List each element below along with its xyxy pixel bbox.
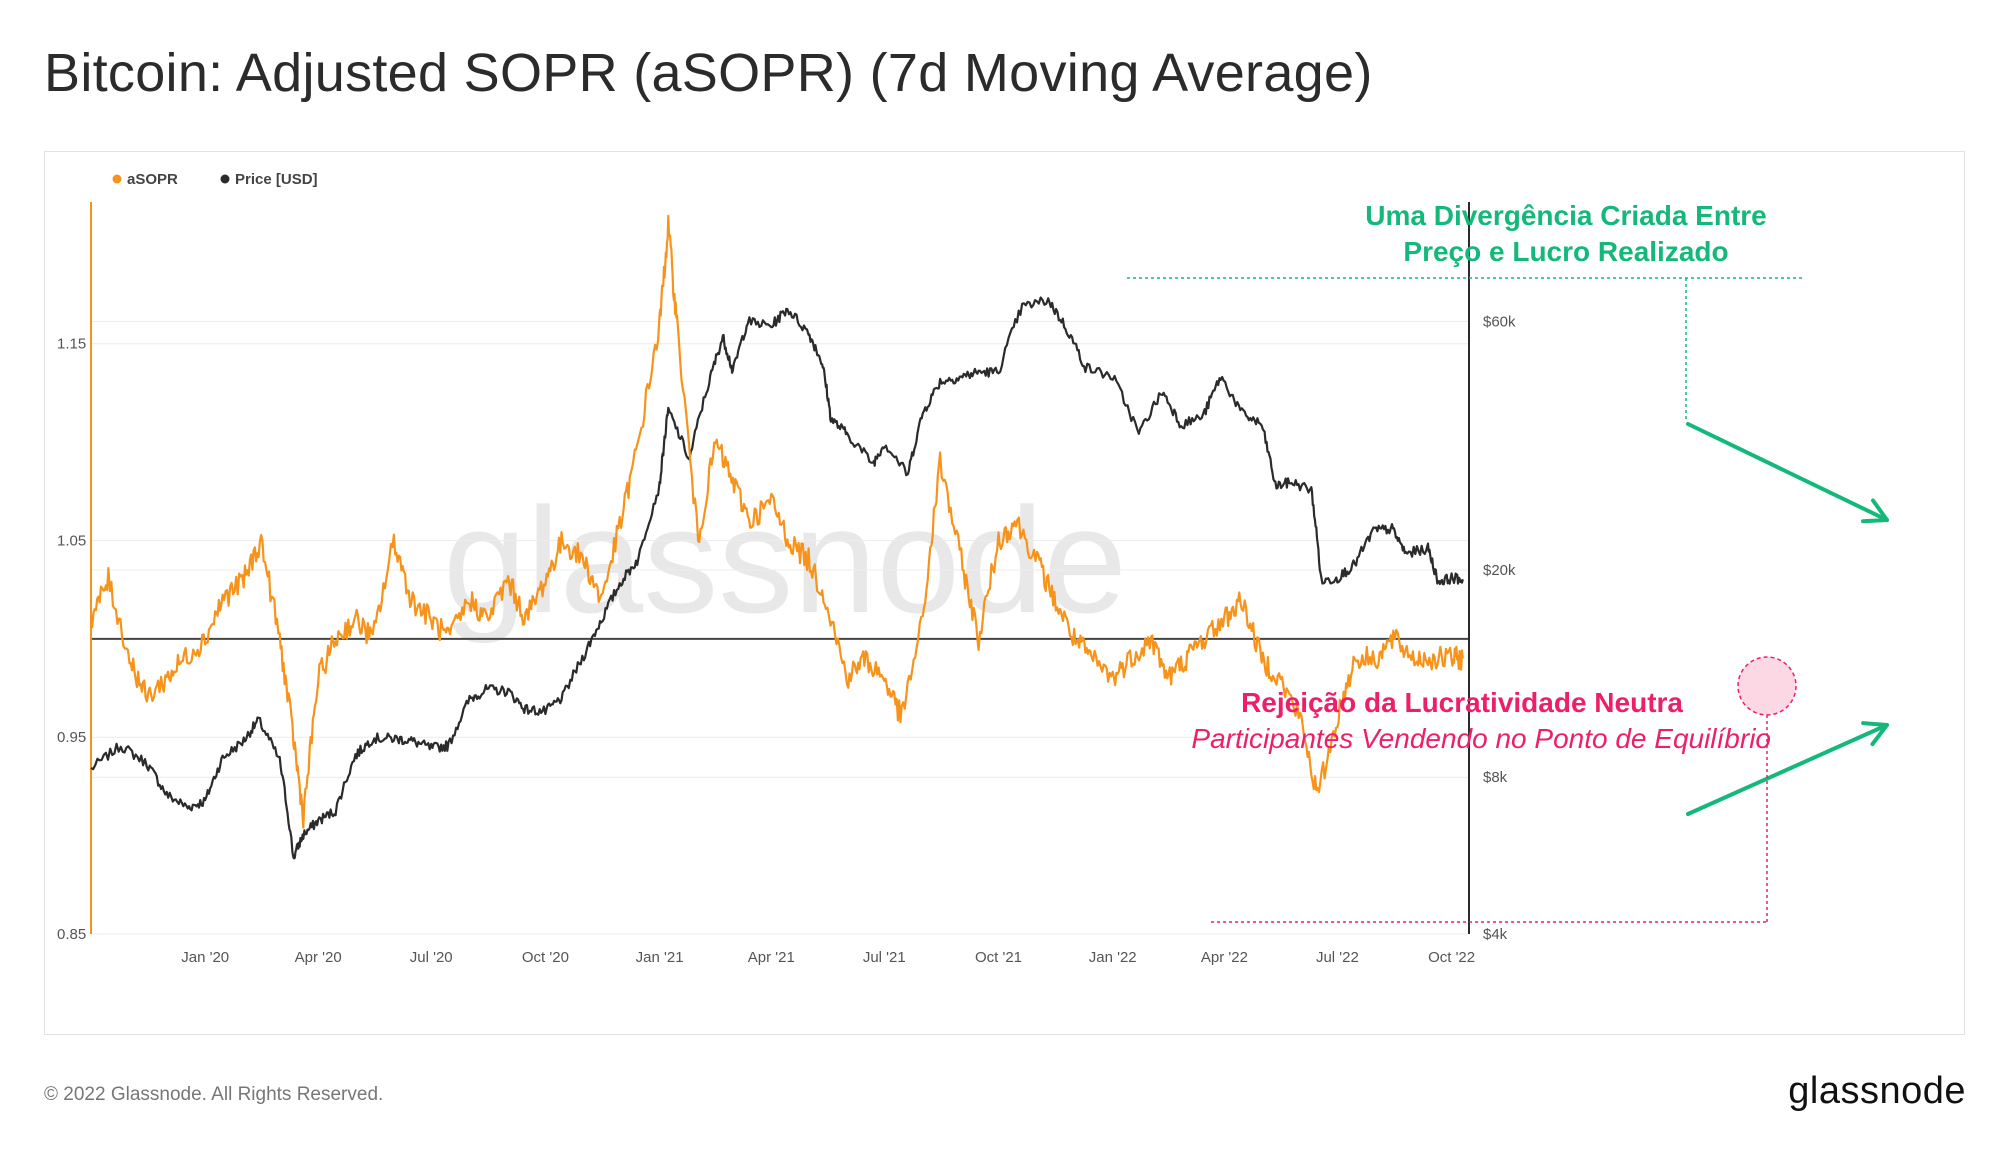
breakeven-annotation-subtitle: Participantes Vendendo no Ponto de Equil… [1191,723,1771,754]
chart-frame: glassnode 0.85 0.95 1.05 1.15 $4k $8k $20k $60k… [44,151,1965,1035]
legend-label: aSOPR [127,171,178,188]
page-title: Bitcoin: Adjusted SOPR (aSOPR) (7d Movin… [44,43,1373,103]
breakeven-rejection-marker [1737,656,1797,716]
price-series-line [90,296,1464,860]
y-left-tick-label: 1.05 [57,533,86,550]
x-tick-label: Oct '20 [522,949,569,966]
x-tick-label: Jan '20 [181,949,229,966]
x-tick-label: Oct '22 [1428,949,1475,966]
y-left-tick-label: 1.15 [57,336,86,353]
x-tick-label: Jan '22 [1089,949,1137,966]
x-tick-label: Jan '21 [636,949,684,966]
x-tick-label: Jul '20 [410,949,453,966]
y-right-tick-label: $8k [1483,769,1508,786]
legend-marker [220,174,230,184]
divergence-arrow-down [1686,422,1889,522]
chart: glassnode 0.85 0.95 1.05 1.15 $4k $8k $20k $60k… [57,171,1889,966]
divergence-annotation-line: Preço e Lucro Realizado [1403,236,1728,267]
divergence-arrow-up [1686,723,1889,816]
glassnode-logo: glassnode [1788,1070,1966,1112]
x-tick-label: Apr '20 [295,949,342,966]
breakeven-annotation-title: Rejeição da Lucratividade Neutra [1241,687,1683,718]
y-right-tick-label: $4k [1483,926,1508,943]
watermark-text: glassnode [443,476,1127,644]
legend-label: Price [USD] [235,171,318,188]
divergence-arrow-up-head [1861,721,1889,747]
y-left-tick-label: 0.85 [57,926,86,943]
x-tick-label: Apr '22 [1201,949,1248,966]
asopr-series-line [89,214,1464,829]
y-right-tick-label: $60k [1483,314,1516,331]
x-tick-label: Oct '21 [975,949,1022,966]
x-tick-label: Apr '21 [748,949,795,966]
footer-copyright: © 2022 Glassnode. All Rights Reserved. [44,1084,384,1105]
x-tick-label: Jul '21 [863,949,906,966]
legend-marker [112,174,122,184]
y-left-tick-label: 0.95 [57,729,86,746]
divergence-arrow-down-head [1861,498,1889,524]
divergence-annotation-line: Uma Divergência Criada Entre [1365,200,1767,231]
x-tick-label: Jul '22 [1316,949,1359,966]
y-right-tick-label: $20k [1483,562,1516,579]
